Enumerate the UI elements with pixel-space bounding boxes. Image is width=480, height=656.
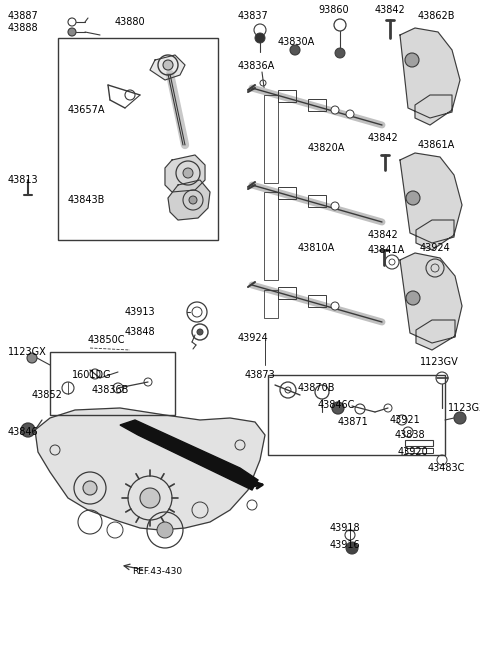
Circle shape — [454, 412, 466, 424]
Circle shape — [197, 329, 203, 335]
Circle shape — [68, 28, 76, 36]
Text: 43924: 43924 — [238, 333, 269, 343]
Text: 43846C: 43846C — [318, 400, 355, 410]
Text: 43841A: 43841A — [368, 245, 405, 255]
Polygon shape — [35, 408, 265, 530]
Circle shape — [331, 106, 339, 114]
Circle shape — [255, 33, 265, 43]
Text: 43887: 43887 — [8, 11, 39, 21]
Text: 43838: 43838 — [395, 430, 426, 440]
Text: 43888: 43888 — [8, 23, 38, 33]
Circle shape — [406, 291, 420, 305]
Text: 1601DG: 1601DG — [72, 370, 112, 380]
Text: 43843B: 43843B — [68, 195, 106, 205]
Text: 43880: 43880 — [115, 17, 145, 27]
Circle shape — [140, 488, 160, 508]
Circle shape — [83, 481, 97, 495]
Bar — [308, 99, 326, 111]
Text: 43848: 43848 — [125, 327, 156, 337]
Text: 43836A: 43836A — [238, 61, 275, 71]
Text: 43913: 43913 — [125, 307, 156, 317]
Circle shape — [163, 60, 173, 70]
Text: 43842: 43842 — [368, 230, 399, 240]
Bar — [278, 90, 296, 102]
Text: REF.43-430: REF.43-430 — [132, 567, 182, 577]
Bar — [264, 192, 278, 280]
Polygon shape — [400, 28, 460, 125]
Bar — [264, 290, 278, 318]
Bar — [58, 38, 218, 240]
Text: 43830A: 43830A — [278, 37, 315, 47]
Circle shape — [331, 202, 339, 210]
Circle shape — [157, 522, 173, 538]
Text: 43846: 43846 — [8, 427, 38, 437]
Text: 43861A: 43861A — [418, 140, 455, 150]
Text: 43921: 43921 — [390, 415, 421, 425]
Bar — [278, 187, 296, 199]
Polygon shape — [400, 153, 462, 250]
Circle shape — [332, 402, 344, 414]
Circle shape — [405, 53, 419, 67]
Circle shape — [21, 423, 35, 437]
Bar — [50, 352, 175, 415]
Circle shape — [189, 196, 197, 204]
Text: 43873: 43873 — [245, 370, 276, 380]
Polygon shape — [165, 155, 205, 192]
Bar — [405, 448, 433, 453]
Text: 43918: 43918 — [330, 523, 360, 533]
Text: 43483C: 43483C — [428, 463, 466, 473]
Circle shape — [346, 110, 354, 118]
Circle shape — [27, 353, 37, 363]
Text: 43920: 43920 — [398, 447, 429, 457]
Text: 43837: 43837 — [238, 11, 269, 21]
Circle shape — [183, 168, 193, 178]
Text: 43820A: 43820A — [308, 143, 346, 153]
Polygon shape — [120, 420, 258, 490]
Polygon shape — [400, 253, 462, 350]
Text: 1123GX: 1123GX — [448, 403, 480, 413]
Text: 43836B: 43836B — [92, 385, 130, 395]
Text: 43924: 43924 — [420, 243, 451, 253]
Bar — [278, 287, 296, 299]
Bar — [308, 295, 326, 307]
Text: 43916: 43916 — [330, 540, 360, 550]
Text: 43870B: 43870B — [298, 383, 336, 393]
Text: 43871: 43871 — [338, 417, 369, 427]
Text: 43657A: 43657A — [68, 105, 106, 115]
Text: 1123GX: 1123GX — [8, 347, 47, 357]
Polygon shape — [150, 55, 185, 80]
Bar — [405, 440, 433, 446]
Circle shape — [331, 302, 339, 310]
Text: 43852: 43852 — [32, 390, 63, 400]
Text: 43862B: 43862B — [418, 11, 456, 21]
Circle shape — [335, 48, 345, 58]
Text: 93860: 93860 — [318, 5, 348, 15]
Bar — [308, 195, 326, 207]
Circle shape — [406, 191, 420, 205]
Text: 43813: 43813 — [8, 175, 38, 185]
Circle shape — [346, 542, 358, 554]
Polygon shape — [168, 180, 210, 220]
Bar — [268, 375, 445, 455]
Text: 43842: 43842 — [368, 133, 399, 143]
Text: 43850C: 43850C — [88, 335, 125, 345]
Text: 43810A: 43810A — [298, 243, 335, 253]
Bar — [264, 95, 278, 183]
Text: 43842: 43842 — [375, 5, 406, 15]
Circle shape — [290, 45, 300, 55]
Text: 1123GV: 1123GV — [420, 357, 459, 367]
